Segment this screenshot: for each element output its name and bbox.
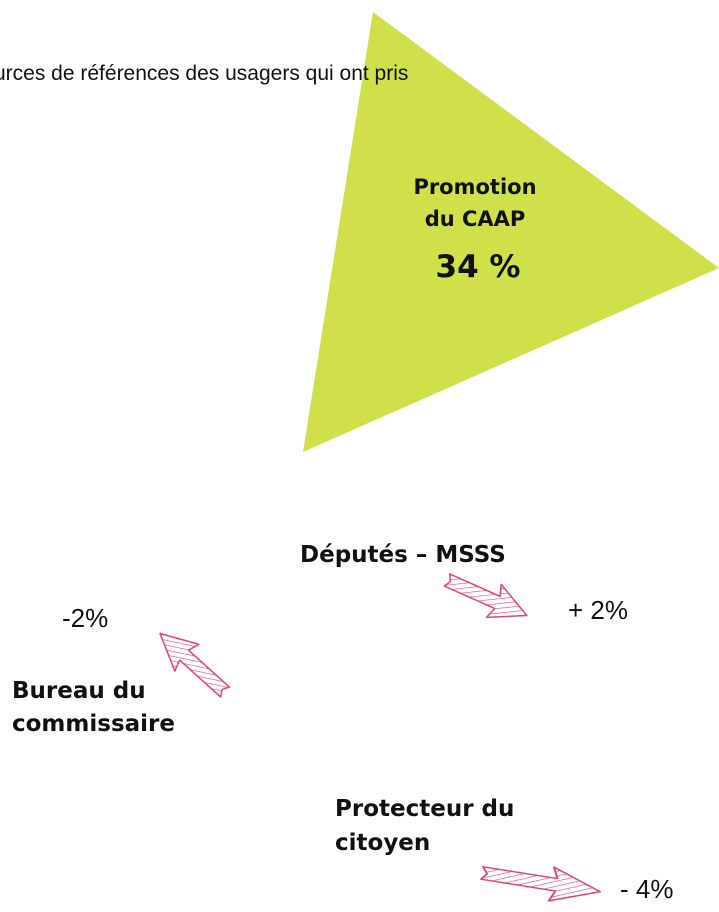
item-label: Protecteur du [335, 796, 514, 822]
arrow [478, 855, 604, 910]
arrow [147, 619, 238, 707]
item-label: Députés – MSSS [300, 542, 506, 568]
item-change: -2% [62, 603, 108, 633]
item-label: commissaire [12, 711, 175, 737]
header-text: urces de références des usagers qui ont … [0, 62, 408, 85]
triangle-value: 34 % [436, 249, 521, 285]
triangle [303, 12, 719, 452]
triangle-label: du CAAP [425, 207, 526, 231]
triangle-label: Promotion [413, 175, 536, 199]
item-change: + 2% [568, 595, 628, 625]
arrow [438, 562, 535, 633]
item-label: Bureau du [12, 678, 146, 704]
item-change: - 4% [620, 874, 673, 904]
item-label: citoyen [335, 830, 430, 856]
